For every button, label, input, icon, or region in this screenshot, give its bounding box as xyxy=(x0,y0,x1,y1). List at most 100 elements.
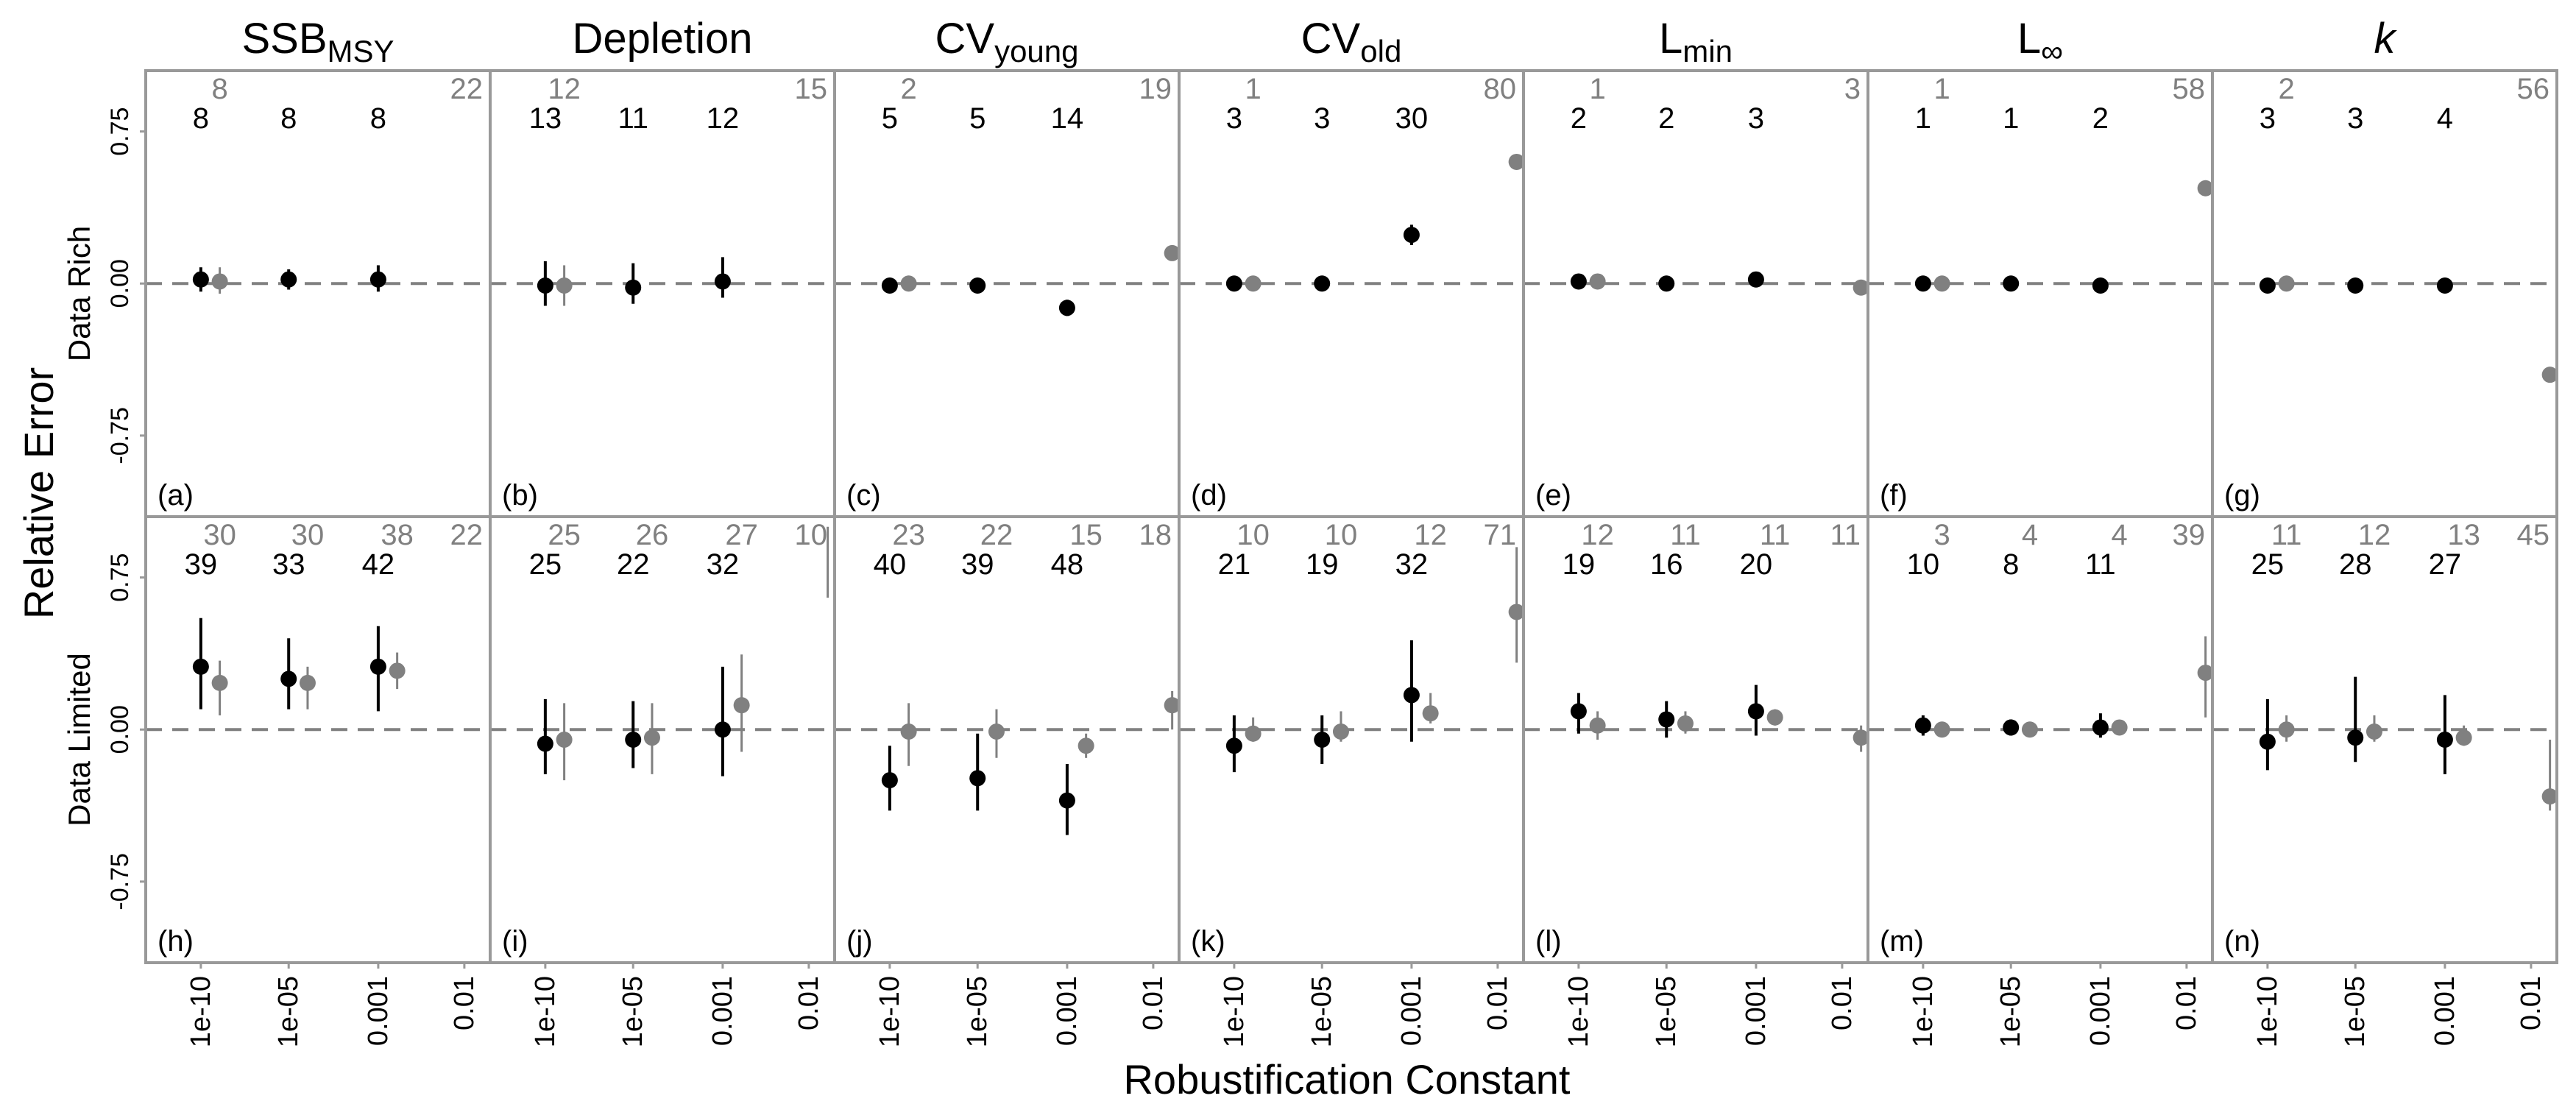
gray-point xyxy=(1933,275,1950,292)
black-count-label: 5 xyxy=(969,102,986,135)
gray-point xyxy=(900,723,917,740)
black-point xyxy=(2003,719,2020,736)
black-point xyxy=(369,658,386,675)
gray-count-label: 30 xyxy=(203,519,236,551)
black-count-label: 11 xyxy=(2085,548,2116,581)
black-point xyxy=(881,772,898,789)
column-title-subscript: old xyxy=(1360,34,1401,68)
black-point xyxy=(1914,717,1931,734)
black-count-label: 3 xyxy=(2347,102,2363,135)
black-point xyxy=(2259,277,2276,294)
y-tick-label: 0.00 xyxy=(106,705,134,754)
gray-point xyxy=(2455,729,2472,746)
black-point xyxy=(2347,729,2364,746)
x-tick-label: 0.001 xyxy=(2085,976,2116,1046)
gray-count-label: 12 xyxy=(2358,519,2391,551)
black-count-label: 3 xyxy=(1226,102,1242,135)
x-tick-label: 1e-05 xyxy=(2340,976,2371,1047)
black-point xyxy=(1747,271,1764,288)
gray-point xyxy=(1164,697,1181,714)
gray-count-label: 15 xyxy=(795,73,828,105)
panel-frame xyxy=(1866,515,2214,964)
gray-point xyxy=(2278,275,2295,292)
panel: 5 5 14 2 19 (c) xyxy=(833,69,1181,518)
x-tick-label: 0.01 xyxy=(449,976,480,1030)
black-point xyxy=(2092,719,2109,736)
black-count-label: 2 xyxy=(1571,102,1587,135)
black-count-label: 28 xyxy=(2339,548,2372,581)
x-tick-label: 0.001 xyxy=(1052,976,1083,1046)
gray-point xyxy=(643,729,660,746)
column-title-subscript: min xyxy=(1682,34,1733,68)
black-point xyxy=(1747,703,1764,720)
panel-letter: (a) xyxy=(158,479,194,512)
gray-count-label: 1 xyxy=(1933,73,1950,105)
panel: 1 1 21 58(f) xyxy=(1866,69,2214,518)
black-count-label: 2 xyxy=(2092,102,2109,135)
panel: 13 11 12 12 15 (b) xyxy=(489,69,836,518)
black-count-label: 3 xyxy=(1314,102,1330,135)
black-count-label: 30 xyxy=(1395,102,1429,135)
gray-count-label: 39 xyxy=(2173,519,2206,551)
panel: 21 19 32 10 10 12 71 (k) xyxy=(1178,515,1525,964)
gray-count-label: 3 xyxy=(1933,519,1950,551)
black-count-label: 8 xyxy=(193,102,209,135)
panel-letter: (n) xyxy=(2224,925,2260,958)
row-label: Data Rich xyxy=(62,226,96,361)
column-title-main: L xyxy=(2017,15,2041,63)
gray-count-label: 11 xyxy=(1830,519,1861,551)
gray-point xyxy=(2021,721,2038,738)
black-point xyxy=(714,721,731,738)
black-count-label: 39 xyxy=(961,548,994,581)
gray-point xyxy=(1853,279,1869,296)
y-tick-label: 0.00 xyxy=(106,259,134,308)
gray-point xyxy=(211,674,228,691)
x-tick-label: 0.01 xyxy=(1482,976,1513,1030)
x-tick-label: 0.01 xyxy=(793,976,824,1030)
black-point xyxy=(1403,227,1420,244)
panel-letter: (i) xyxy=(502,925,528,958)
black-count-label: 48 xyxy=(1051,548,1084,581)
black-point xyxy=(625,732,642,748)
column-title-main: k xyxy=(2374,15,2398,63)
column-title: CVold xyxy=(1301,15,1402,68)
column-title-main: SSB xyxy=(241,15,327,63)
gray-point xyxy=(1589,717,1606,734)
black-point xyxy=(280,670,297,687)
black-point xyxy=(1658,711,1675,728)
black-point xyxy=(2436,277,2453,294)
black-point xyxy=(369,271,386,288)
gray-count-label: 2 xyxy=(2278,73,2294,105)
gray-count-label: 22 xyxy=(980,519,1013,551)
black-count-label: 40 xyxy=(874,548,907,581)
gray-count-label: 4 xyxy=(2022,519,2038,551)
gray-count-label: 80 xyxy=(1484,73,1517,105)
panel-frame xyxy=(1178,69,1525,518)
gray-point xyxy=(2197,180,2214,197)
gray-point xyxy=(1332,723,1349,740)
gray-count-label: 71 xyxy=(1484,519,1517,551)
panel: 2 2 3 1 3 (e) xyxy=(1522,69,1869,518)
gray-point xyxy=(1245,725,1262,742)
gray-point xyxy=(1245,275,1262,292)
black-count-label: 16 xyxy=(1650,548,1683,581)
column-title-main: CV xyxy=(1301,15,1361,63)
panel-frame xyxy=(2211,69,2558,518)
gray-point xyxy=(2541,788,2558,805)
panel-letter: (g) xyxy=(2224,479,2260,512)
panel-letter: (k) xyxy=(1191,925,1225,958)
panel-frame xyxy=(833,69,1181,518)
column-title: Depletion xyxy=(572,15,752,63)
black-count-label: 3 xyxy=(1748,102,1764,135)
x-tick-label: 0.001 xyxy=(363,976,394,1046)
panel-letter: (b) xyxy=(502,479,538,512)
black-count-label: 22 xyxy=(617,548,650,581)
gray-point xyxy=(389,662,406,679)
column-title: SSBMSY xyxy=(241,15,394,68)
gray-count-label: 13 xyxy=(2447,519,2480,551)
gray-point xyxy=(556,277,573,294)
column-title-subscript: ∞ xyxy=(2041,34,2063,68)
y-tick-label: -0.75 xyxy=(106,407,134,464)
gray-count-label: 22 xyxy=(450,519,484,551)
black-point xyxy=(2347,277,2364,294)
